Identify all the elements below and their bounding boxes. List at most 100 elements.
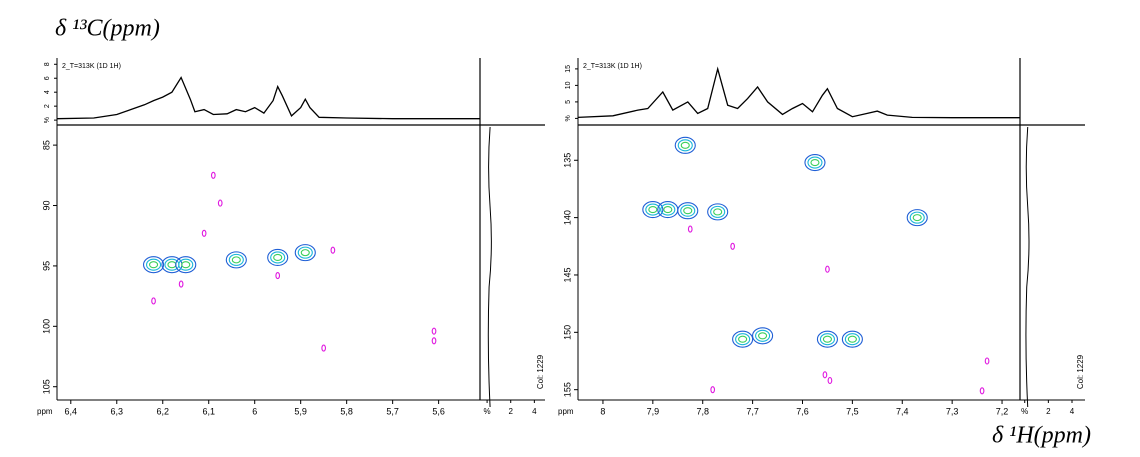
x-tick-label: 5,8 xyxy=(340,406,353,416)
y-tick-label: 95 xyxy=(41,261,51,271)
top-y-tick-label: 8 xyxy=(44,62,51,66)
y-tick-label: 145 xyxy=(562,267,572,282)
x-tick-label: 7,2 xyxy=(996,406,1009,416)
y-tick-label: 155 xyxy=(562,382,572,397)
contour-peak xyxy=(984,357,990,365)
contour-peak xyxy=(181,261,191,269)
contour-peak xyxy=(677,202,699,220)
axis-title: δ ¹H(ppm) xyxy=(992,423,1091,449)
contour-peak xyxy=(979,387,985,395)
y-tick-label: 150 xyxy=(562,325,572,340)
x-tick-label: 7,8 xyxy=(696,406,709,416)
top-y-tick-label: 5 xyxy=(565,100,572,104)
side-projection-trace xyxy=(487,126,492,408)
contour-peak xyxy=(755,329,771,342)
contour-peak xyxy=(825,265,830,273)
contour-peak xyxy=(431,337,437,345)
side-x-tick-label: 2 xyxy=(509,407,514,416)
contour-peak xyxy=(300,249,310,257)
contour-peak xyxy=(330,246,336,254)
contour-peak xyxy=(909,211,925,224)
contour-peak xyxy=(297,246,313,259)
contour-peak xyxy=(810,159,820,167)
contour-peak xyxy=(683,207,693,215)
contour-peak xyxy=(822,335,832,343)
contour-peak xyxy=(732,330,754,348)
contour-peak xyxy=(201,229,207,237)
side-projection-trace xyxy=(1025,126,1030,408)
contour-peak xyxy=(267,248,289,267)
x-tick-label: 6,1 xyxy=(202,406,215,416)
contour-peak xyxy=(827,376,833,385)
contour-peak xyxy=(275,272,281,280)
contour-peak xyxy=(680,204,696,217)
contour-peak xyxy=(819,333,835,346)
x-tick-label: 5,6 xyxy=(432,406,445,416)
x-tick-label: 6,3 xyxy=(111,406,124,416)
top-y-tick-label: % xyxy=(44,117,51,123)
x-tick-label: 7,6 xyxy=(796,406,809,416)
contour-peak xyxy=(642,201,664,219)
contour-peak xyxy=(273,253,283,262)
top-y-tick-label: 6 xyxy=(44,76,51,80)
x-tick-label: 5,9 xyxy=(294,406,307,416)
contour-peak xyxy=(178,280,184,288)
contour-peak xyxy=(816,330,838,348)
contour-peak xyxy=(210,171,216,179)
contour-peak xyxy=(663,206,673,214)
contour-peak xyxy=(807,156,823,169)
contour-peak xyxy=(175,256,197,274)
top-y-tick-label: 15 xyxy=(565,65,572,73)
contour-peak xyxy=(677,139,693,152)
contour-peak xyxy=(687,225,693,233)
y-tick-label: 140 xyxy=(562,210,572,225)
contour-peak xyxy=(431,327,437,335)
x-tick-label: 7,5 xyxy=(846,406,859,416)
x-tick-label: 7,7 xyxy=(746,406,759,416)
contour-peak xyxy=(758,332,768,340)
contour-peak xyxy=(217,199,223,207)
column-label: Col: 1229 xyxy=(536,354,545,389)
y-tick-label: 85 xyxy=(41,140,51,150)
top-y-tick-label: 2 xyxy=(44,104,51,108)
contour-peak xyxy=(660,203,676,216)
contour-peak xyxy=(713,208,723,216)
contour-peak xyxy=(752,327,774,345)
contour-peak xyxy=(847,335,857,343)
spectrum-label: 2_T=313K (1D 1H) xyxy=(62,63,121,70)
y-tick-label: 135 xyxy=(562,153,572,168)
contour-peak xyxy=(149,261,159,269)
contour-peak xyxy=(730,242,736,250)
y-tick-label: 90 xyxy=(41,201,51,211)
side-x-tick-label: 4 xyxy=(532,407,537,416)
contour-peak xyxy=(738,335,748,343)
top-y-tick-label: 4 xyxy=(44,90,51,94)
axis-title: δ ¹³C(ppm) xyxy=(55,16,160,42)
top-y-tick-label: % xyxy=(565,115,572,121)
contour-peak xyxy=(228,253,244,266)
contour-peak xyxy=(231,256,241,264)
x-tick-label: 7,3 xyxy=(946,406,959,416)
contour-peak xyxy=(844,333,860,346)
projection-trace xyxy=(56,76,480,120)
side-x-tick-label: 2 xyxy=(1046,407,1051,416)
y-tick-label: 100 xyxy=(41,319,51,334)
axis-unit: ppm xyxy=(37,407,53,416)
side-x-tick-label: % xyxy=(1021,407,1028,416)
contour-peak xyxy=(321,344,327,352)
contour-peak xyxy=(822,371,828,379)
axis-unit: ppm xyxy=(558,407,574,416)
x-tick-label: 6,2 xyxy=(156,406,169,416)
projection-trace xyxy=(577,66,1020,119)
contour-peak xyxy=(841,330,863,348)
contour-peak xyxy=(707,203,729,221)
contour-peak xyxy=(804,154,826,172)
contour-peak xyxy=(710,205,726,218)
side-x-tick-label: % xyxy=(484,407,491,416)
contour-peak xyxy=(906,209,928,227)
x-tick-label: 5,7 xyxy=(386,406,399,416)
contour-peak xyxy=(674,136,696,154)
contour-peak xyxy=(146,258,162,271)
spectrum-label: 2_T=313K (1D 1H) xyxy=(583,63,642,70)
contour-peak xyxy=(735,333,751,346)
